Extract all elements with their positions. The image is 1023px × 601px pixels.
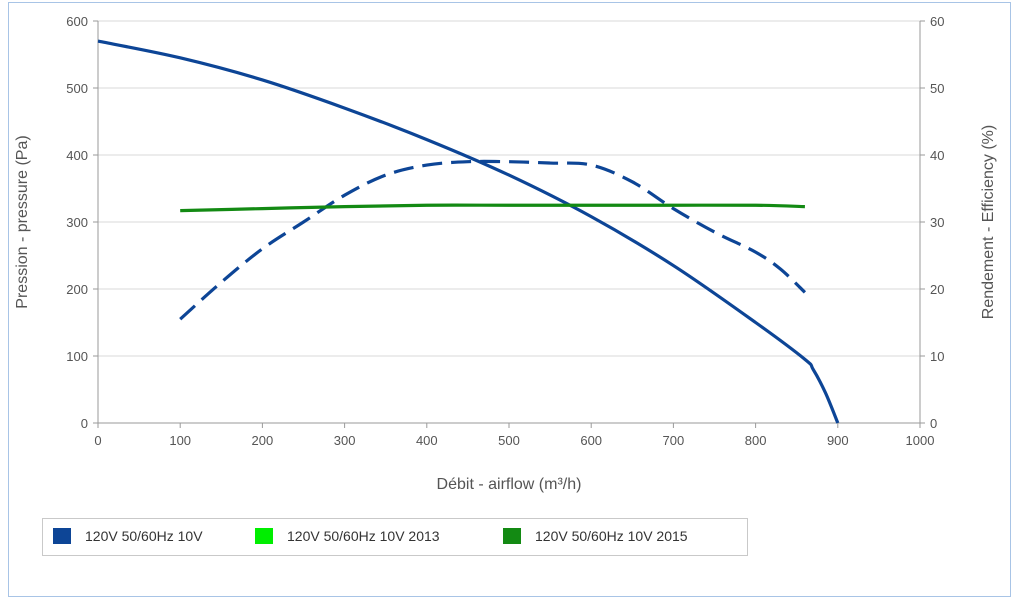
y-right-tick-label: 10 — [930, 349, 944, 364]
legend-item-120v-10v-2013[interactable]: 120V 50/60Hz 10V 2013 — [255, 528, 440, 544]
series-line-120v-10v-pressure — [97, 39, 840, 424]
y-axis-left-title: Pression - pressure (Pa) — [14, 135, 31, 308]
y-left-tick-label: 500 — [66, 81, 88, 96]
x-tick-label: 0 — [94, 433, 101, 448]
legend-swatch-120v-10v-2015 — [503, 528, 521, 544]
legend-item-120v-10v[interactable]: 120V 50/60Hz 10V — [53, 528, 203, 544]
y-left-tick-label: 200 — [66, 282, 88, 297]
legend-swatch-120v-10v — [53, 528, 71, 544]
x-tick-label: 900 — [827, 433, 849, 448]
y-left-tick-label: 0 — [81, 416, 88, 431]
y-axis-right-title: Rendement - Efficiency (%) — [980, 125, 997, 319]
legend-label-120v-10v: 120V 50/60Hz 10V — [85, 528, 203, 544]
y-left-tick-label: 100 — [66, 349, 88, 364]
x-tick-label: 200 — [252, 433, 274, 448]
series-line-120v-10v-2015 — [180, 203, 805, 213]
chart-legend: 120V 50/60Hz 10V 120V 50/60Hz 10V 2013 1… — [42, 518, 748, 556]
x-tick-label: 700 — [663, 433, 685, 448]
y-right-tick-label: 60 — [930, 14, 944, 29]
y-right-tick-label: 0 — [930, 416, 937, 431]
legend-swatch-120v-10v-2013 — [255, 528, 273, 544]
y-left-tick-label: 400 — [66, 148, 88, 163]
y-right-tick-label: 50 — [930, 81, 944, 96]
axes — [93, 20, 925, 428]
x-tick-label: 600 — [580, 433, 602, 448]
series-lines — [97, 39, 840, 424]
y-left-tick-label: 600 — [66, 14, 88, 29]
y-right-tick-label: 40 — [930, 148, 944, 163]
x-tick-label: 100 — [169, 433, 191, 448]
legend-label-120v-10v-2015: 120V 50/60Hz 10V 2015 — [535, 528, 688, 544]
grid-lines — [98, 20, 920, 424]
legend-item-120v-10v-2015[interactable]: 120V 50/60Hz 10V 2015 — [503, 528, 688, 544]
series-line-120v-10v-efficiency — [179, 159, 807, 321]
chart-panel: 0 100 200 300 400 500 600 0 10 20 30 40 50 60 0 100 200 3… — [8, 2, 1011, 597]
x-tick-label: 300 — [334, 433, 356, 448]
x-tick-label: 1000 — [906, 433, 935, 448]
x-tick-label: 500 — [498, 433, 520, 448]
y-right-tick-label: 20 — [930, 282, 944, 297]
x-tick-label: 400 — [416, 433, 438, 448]
y-left-tick-label: 300 — [66, 215, 88, 230]
legend-label-120v-10v-2013: 120V 50/60Hz 10V 2013 — [287, 528, 440, 544]
x-tick-label: 800 — [745, 433, 767, 448]
y-right-tick-label: 30 — [930, 215, 944, 230]
x-axis-title: Débit - airflow (m³/h) — [437, 476, 582, 493]
